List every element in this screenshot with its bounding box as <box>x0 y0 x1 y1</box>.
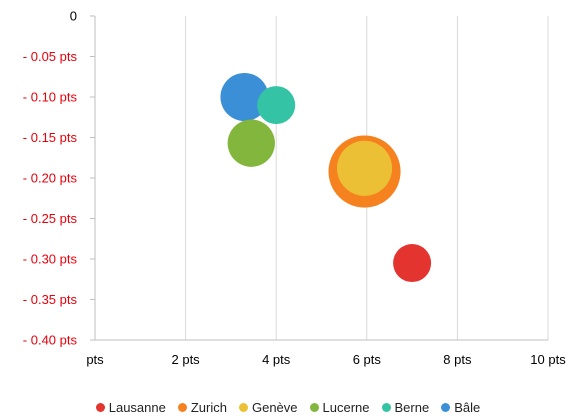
legend-swatch <box>238 402 248 412</box>
legend-swatch <box>95 402 105 412</box>
y-tick-label: - 0.10 pts <box>23 90 78 105</box>
y-tick-label: - 0.30 pts <box>23 252 78 267</box>
y-tick-label: - 0.20 pts <box>23 171 78 186</box>
y-tick-label: - 0.15 pts <box>23 130 78 145</box>
legend-label: Genève <box>251 399 298 415</box>
y-tick-label: - 0.35 pts <box>23 292 78 307</box>
x-tick-label: 4 pts <box>262 352 291 367</box>
x-tick-label: 10 pts <box>530 352 566 367</box>
bubble-lausanne <box>393 244 432 283</box>
legend-item: Lucerne <box>309 399 370 415</box>
y-tick-label: - 0.40 pts <box>23 333 78 348</box>
bubble-genève <box>337 140 393 196</box>
chart-legend: Lausanne Zurich Genève Lucerne Berne Bâle <box>0 397 576 417</box>
legend-label: Lucerne <box>322 399 370 415</box>
x-tick-label: 2 pts <box>172 352 201 367</box>
legend-label: Bâle <box>454 399 481 415</box>
legend-label: Zurich <box>190 399 227 415</box>
legend-item: Lausanne <box>95 399 166 415</box>
bubble-berne <box>257 86 296 125</box>
legend-item: Berne <box>381 399 430 415</box>
y-tick-label: - 0.25 pts <box>23 211 78 226</box>
legend-swatch <box>309 402 319 412</box>
legend-swatch <box>441 402 451 412</box>
legend-item: Zurich <box>177 399 227 415</box>
legend-item: Genève <box>238 399 298 415</box>
x-tick-label: 6 pts <box>353 352 382 367</box>
legend-label: Berne <box>394 399 430 415</box>
x-tick-label: 8 pts <box>443 352 472 367</box>
y-tick-label: 0 <box>70 9 77 24</box>
legend-label: Lausanne <box>108 399 166 415</box>
x-tick-label: pts <box>86 352 104 367</box>
tick-label-layer: 0 - 0.05 pts - 0.10 pts - 0.15 pts - 0.20 pt… <box>23 9 566 368</box>
bubble-lucerne <box>227 119 275 167</box>
legend-swatch <box>381 402 391 412</box>
y-tick-label: - 0.05 pts <box>23 49 78 64</box>
bubble-layer <box>220 72 432 283</box>
legend-item: Bâle <box>441 400 480 415</box>
legend-swatch <box>177 402 187 412</box>
bubble-bâle <box>220 72 269 122</box>
axis-layer <box>90 15 548 341</box>
